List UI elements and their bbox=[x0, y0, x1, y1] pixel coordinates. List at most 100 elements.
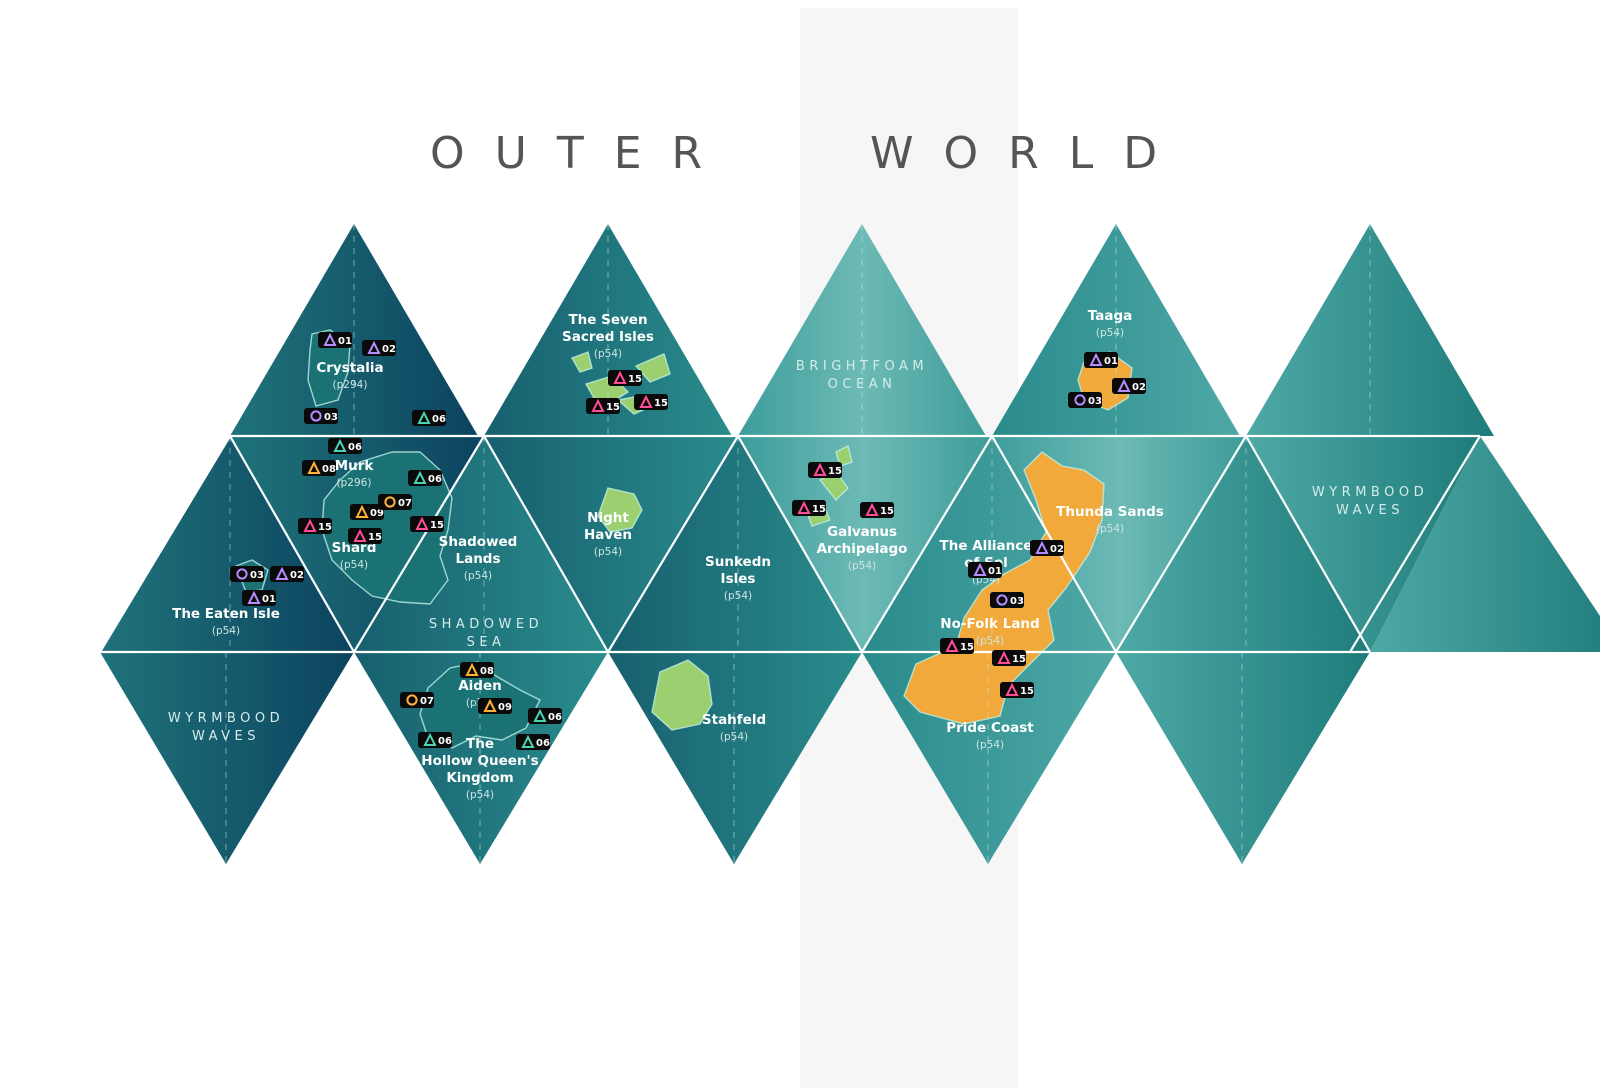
marker-triangle-icon bbox=[997, 650, 1011, 664]
grid-line bbox=[1245, 435, 1371, 653]
map-marker[interactable]: 15 bbox=[634, 394, 668, 410]
region-page-eaten-isle: (p54) bbox=[212, 625, 240, 637]
map-marker[interactable]: 07 bbox=[400, 692, 434, 708]
grid-line bbox=[861, 435, 993, 653]
marker-circle-icon bbox=[236, 568, 248, 580]
marker-number: 01 bbox=[338, 336, 352, 347]
marker-triangle-icon bbox=[323, 332, 337, 346]
marker-number: 03 bbox=[1088, 396, 1102, 407]
map-face bbox=[992, 224, 1240, 436]
marker-number: 02 bbox=[1050, 544, 1064, 555]
map-marker[interactable]: 02 bbox=[270, 566, 304, 582]
marker-triangle-icon bbox=[465, 662, 479, 676]
map-marker[interactable]: 08 bbox=[302, 460, 336, 476]
marker-number: 06 bbox=[536, 738, 550, 749]
region-label-sunkedn-isles: Isles bbox=[721, 571, 756, 587]
map-marker[interactable]: 15 bbox=[608, 370, 642, 386]
marker-number: 15 bbox=[812, 504, 826, 515]
marker-triangle-icon bbox=[333, 438, 347, 452]
region-label-taaga: Taaga bbox=[1088, 308, 1132, 324]
ocean-label-wyrmbood-waves-left: WAVES bbox=[192, 729, 260, 744]
map-marker[interactable]: 06 bbox=[328, 438, 362, 454]
map-marker[interactable]: 01 bbox=[968, 562, 1002, 578]
map-marker[interactable]: 06 bbox=[418, 732, 452, 748]
marker-triangle-icon bbox=[1089, 352, 1103, 366]
marker-triangle-icon bbox=[415, 516, 429, 530]
title-word-outer: OUTER bbox=[430, 128, 733, 179]
map-marker[interactable]: 03 bbox=[304, 408, 338, 424]
region-label-alliance-of-sol: The Alliance bbox=[940, 538, 1033, 554]
map-marker[interactable]: 15 bbox=[992, 650, 1026, 666]
region-page-shadowed-lands: (p54) bbox=[464, 570, 492, 582]
map-marker[interactable]: 02 bbox=[1030, 540, 1064, 556]
map-face bbox=[1116, 436, 1370, 652]
map-faces bbox=[100, 224, 1600, 864]
map-face bbox=[484, 436, 738, 652]
marker-number: 15 bbox=[318, 522, 332, 533]
marker-number: 15 bbox=[828, 466, 842, 477]
map-marker[interactable]: 01 bbox=[242, 590, 276, 606]
map-marker[interactable]: 03 bbox=[990, 592, 1024, 608]
marker-number: 08 bbox=[480, 666, 494, 677]
region-label-aiden: Aiden bbox=[458, 678, 502, 694]
map-marker[interactable]: 15 bbox=[586, 398, 620, 414]
ocean-label-wyrmbood-waves-right: WYRMBOOD bbox=[1312, 485, 1428, 500]
map-marker[interactable]: 02 bbox=[362, 340, 396, 356]
map-marker[interactable]: 07 bbox=[378, 494, 412, 510]
map-face bbox=[1370, 436, 1600, 652]
marker-triangle-icon bbox=[639, 394, 653, 408]
face-grid bbox=[99, 224, 1481, 864]
map-marker[interactable]: 09 bbox=[350, 504, 384, 520]
map-marker[interactable]: 15 bbox=[348, 528, 382, 544]
map-markers: 01 02 03 06 06 08 06 09 07 15 15 15 03 02 01 15 15 15 01 02… bbox=[230, 332, 1146, 750]
region-page-seven-sacred-isles: (p54) bbox=[594, 348, 622, 360]
map-face bbox=[608, 436, 862, 652]
marker-triangle-icon bbox=[813, 462, 827, 476]
map-marker[interactable]: 08 bbox=[460, 662, 494, 678]
map-marker[interactable]: 06 bbox=[412, 410, 446, 426]
map-marker[interactable]: 03 bbox=[230, 566, 264, 582]
map-marker[interactable]: 06 bbox=[408, 470, 442, 486]
marker-number: 15 bbox=[368, 532, 382, 543]
map-marker[interactable]: 09 bbox=[478, 698, 512, 714]
grid-line bbox=[737, 435, 863, 653]
map-marker[interactable]: 15 bbox=[792, 500, 826, 516]
marker-number: 15 bbox=[430, 520, 444, 531]
map-marker[interactable]: 01 bbox=[1084, 352, 1118, 368]
region-page-sunkedn-isles: (p54) bbox=[724, 590, 752, 602]
marker-number: 07 bbox=[398, 498, 412, 509]
map-marker[interactable]: 06 bbox=[516, 734, 550, 750]
region-label-night-haven: Night bbox=[587, 510, 629, 526]
marker-number: 02 bbox=[1132, 382, 1146, 393]
map-marker[interactable]: 03 bbox=[1068, 392, 1102, 408]
region-page-night-haven: (p54) bbox=[594, 546, 622, 558]
map-face bbox=[100, 436, 354, 652]
map-marker[interactable]: 15 bbox=[1000, 682, 1034, 698]
marker-number: 09 bbox=[370, 508, 384, 519]
region-page-crystalia: (p294) bbox=[333, 379, 368, 391]
marker-triangle-icon bbox=[413, 470, 427, 484]
marker-number: 03 bbox=[324, 412, 338, 423]
map-marker[interactable]: 15 bbox=[808, 462, 842, 478]
map-marker[interactable]: 06 bbox=[528, 708, 562, 724]
land-seven-isle-a bbox=[570, 351, 593, 373]
grid-line bbox=[1349, 435, 1481, 653]
grid-line bbox=[483, 435, 609, 653]
marker-number: 15 bbox=[606, 402, 620, 413]
marker-triangle-icon bbox=[973, 562, 987, 576]
map-marker[interactable]: 02 bbox=[1112, 378, 1146, 394]
region-label-seven-sacred-isles: The Seven bbox=[568, 312, 647, 328]
map-marker[interactable]: 01 bbox=[318, 332, 352, 348]
map-marker[interactable]: 15 bbox=[410, 516, 444, 532]
map-marker[interactable]: 15 bbox=[298, 518, 332, 534]
region-label-galvanus-archipelago: Galvanus bbox=[827, 524, 897, 540]
marker-triangle-icon bbox=[353, 528, 367, 542]
region-page-murk: (p296) bbox=[337, 477, 372, 489]
marker-triangle-icon bbox=[865, 502, 879, 516]
map-face bbox=[1246, 224, 1494, 436]
map-marker[interactable]: 15 bbox=[940, 638, 974, 654]
region-label-murk: Murk bbox=[335, 458, 375, 474]
region-label-eaten-isle: The Eaten Isle bbox=[172, 606, 280, 622]
map-face bbox=[608, 652, 862, 864]
map-marker[interactable]: 15 bbox=[860, 502, 894, 518]
